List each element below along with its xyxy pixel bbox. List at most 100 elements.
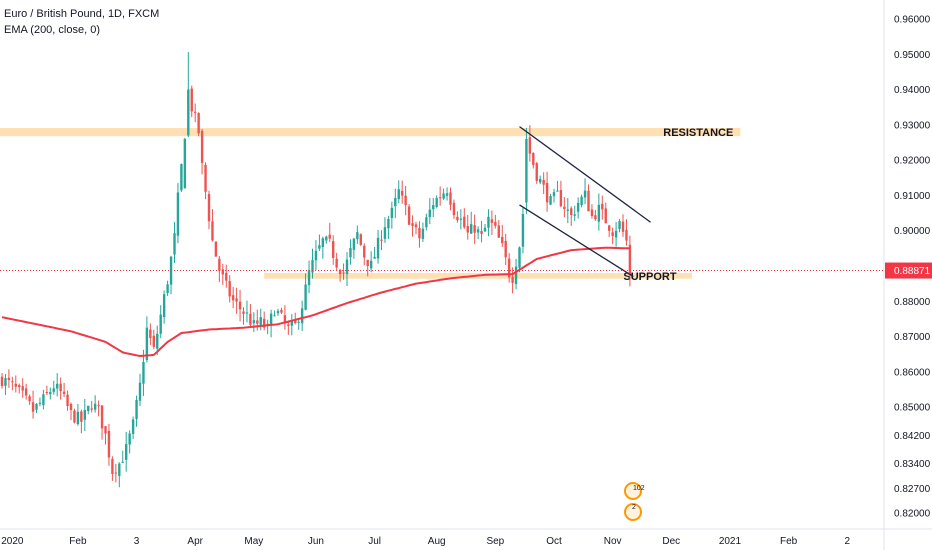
candle-body [80, 411, 83, 422]
candle-body [252, 320, 256, 324]
candle-body [225, 272, 228, 281]
candle-body [449, 192, 452, 205]
candle-body [107, 430, 111, 458]
candle-body [601, 203, 604, 210]
candle-body [342, 272, 345, 274]
time-tick-label: Aug [428, 536, 446, 547]
trendlines-layer [0, 126, 884, 278]
candle-body [507, 258, 511, 278]
candle-body [338, 269, 342, 275]
time-tick-label: 2 [844, 536, 850, 547]
candle-body [190, 88, 193, 112]
candle-body [463, 216, 466, 228]
candle-body [49, 392, 52, 395]
trendline-channel-top[interactable] [519, 126, 651, 223]
candle-body [590, 209, 594, 217]
candle-body [621, 221, 625, 232]
candle-body [214, 241, 218, 257]
price-tick-label: 0.83400 [894, 459, 931, 470]
candle-body [390, 207, 394, 218]
candle-body [421, 228, 425, 239]
candle-body [294, 320, 297, 324]
candle-body [242, 311, 245, 314]
current-price-tag[interactable] [885, 262, 932, 279]
candle-body [401, 190, 404, 196]
candle-body [59, 383, 62, 392]
candles-layer [0, 51, 632, 488]
candle-body [476, 229, 480, 233]
candle-body [311, 259, 314, 273]
price-tick-label: 0.93000 [894, 120, 931, 131]
candle-body [104, 426, 107, 434]
price-tick-label: 0.84200 [894, 431, 931, 442]
ema-200-line[interactable] [1, 246, 630, 358]
price-tick-label: 0.85000 [894, 403, 931, 414]
event-badge-icon[interactable] [624, 503, 642, 521]
candle-body [452, 202, 456, 216]
candle-body [87, 405, 90, 412]
candle-body [535, 163, 538, 181]
candle-body [539, 178, 542, 183]
candle-body [135, 399, 138, 420]
time-tick-label: Feb [69, 536, 87, 547]
candle-body [542, 179, 545, 185]
candle-body [504, 240, 507, 258]
candle-body [166, 284, 169, 294]
candle-body [38, 402, 42, 404]
candle-body [511, 276, 514, 283]
candle-body [263, 318, 266, 328]
candle-body [11, 381, 14, 383]
candle-body [425, 217, 428, 228]
candle-body [31, 402, 35, 412]
candle-body [52, 388, 55, 392]
candle-body [397, 189, 400, 200]
time-tick-label: Nov [604, 536, 622, 547]
current-price-label: 0.88871 [894, 266, 931, 277]
symbol-title[interactable]: Euro / British Pound, 1D, FXCM [4, 8, 160, 20]
candle-body [473, 225, 476, 233]
price-axis[interactable]: 0.96000 0.95000 0.94000 0.93000 0.92000 0.910… [885, 15, 932, 520]
candle-body [521, 214, 525, 247]
candle-body [435, 197, 438, 207]
candle-body [211, 221, 214, 241]
candle-body [490, 219, 494, 223]
trendline-channel-bottom[interactable] [519, 204, 634, 278]
time-tick-label: May [244, 536, 263, 547]
indicator-label[interactable]: EMA (200, close, 0) [4, 24, 100, 36]
candle-body [576, 202, 580, 212]
candle-body [335, 258, 338, 268]
time-tick-label: Sep [486, 536, 504, 547]
candle-body [111, 458, 114, 474]
candle-body [625, 229, 628, 241]
price-tick-label: 0.87000 [894, 332, 931, 343]
candle-body [14, 383, 17, 387]
candle-body [238, 301, 242, 310]
candle-body [93, 403, 97, 410]
candle-body [583, 190, 587, 198]
zone-resistance[interactable] [0, 128, 741, 137]
news-badge-icon[interactable] [624, 482, 642, 500]
candle-body [414, 224, 418, 228]
time-axis[interactable]: 2020 Feb 3 Apr May Jun Jul Aug Sep Oct Nov Dec 2021 F… [1, 536, 850, 547]
price-tick-label: 0.82000 [894, 509, 931, 520]
candle-body [580, 196, 583, 206]
candle-body [114, 472, 118, 474]
candle-body [24, 388, 28, 396]
candle-body [573, 214, 576, 216]
candle-body [69, 403, 73, 411]
candle-body [249, 313, 252, 325]
price-tick-label: 0.95000 [894, 50, 931, 61]
candle-body [297, 321, 300, 323]
candle-body [276, 310, 280, 314]
candle-body [221, 269, 224, 275]
candle-body [570, 208, 573, 215]
time-tick-label: Jun [308, 536, 324, 547]
candle-body [497, 225, 500, 238]
price-tick-label: 0.82700 [894, 484, 931, 495]
price-tick-label: 0.91000 [894, 191, 931, 202]
event-badges[interactable]: 102 2 [624, 482, 645, 521]
candle-body [187, 89, 190, 136]
candle-body [194, 111, 197, 113]
candle-body [128, 433, 131, 445]
